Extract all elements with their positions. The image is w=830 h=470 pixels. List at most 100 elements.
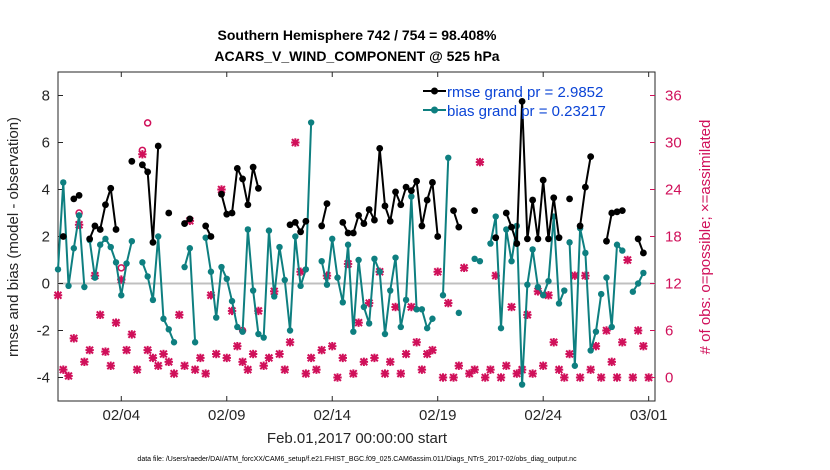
obs-assimilated-marker bbox=[249, 350, 257, 358]
obs-assimilated-marker bbox=[502, 362, 510, 370]
bias-point bbox=[477, 258, 483, 264]
obs-diag-chart: Southern Hemisphere 742 / 754 = 98.408% … bbox=[0, 0, 830, 470]
obs-assimilated-marker bbox=[212, 350, 220, 358]
bias-point bbox=[540, 292, 546, 298]
rmse-point bbox=[234, 165, 241, 172]
rmse-point bbox=[550, 194, 557, 201]
bias-point bbox=[424, 325, 430, 331]
obs-assimilated-marker bbox=[455, 362, 463, 370]
bias-point bbox=[92, 274, 98, 280]
rmse-point bbox=[165, 210, 172, 217]
rmse-point bbox=[577, 223, 584, 230]
bias-point bbox=[287, 327, 293, 333]
obs-assimilated-marker bbox=[523, 311, 531, 319]
bias-point bbox=[366, 320, 372, 326]
obs-assimilated-marker bbox=[70, 334, 78, 342]
x-tick-label: 02/24 bbox=[524, 407, 562, 424]
bias-point bbox=[587, 347, 593, 353]
rmse-point bbox=[371, 217, 378, 224]
obs-assimilated-marker bbox=[618, 338, 626, 346]
bias-point bbox=[229, 298, 235, 304]
rmse-point bbox=[382, 203, 389, 210]
rmse-point bbox=[397, 201, 404, 208]
bias-point bbox=[566, 239, 572, 245]
obs-assimilated-marker bbox=[444, 299, 452, 307]
obs-assimilated-marker bbox=[101, 347, 109, 355]
bias-point bbox=[292, 233, 298, 239]
obs-assimilated-marker bbox=[143, 346, 151, 354]
bias-point bbox=[419, 306, 425, 312]
obs-assimilated-marker bbox=[539, 362, 547, 370]
obs-assimilated-marker bbox=[286, 338, 294, 346]
rmse-point bbox=[297, 228, 304, 235]
bias-point bbox=[340, 299, 346, 305]
rmse-point bbox=[376, 145, 383, 152]
obs-assimilated-marker bbox=[281, 365, 289, 373]
rmse-point bbox=[181, 220, 188, 227]
rmse-point bbox=[582, 184, 589, 191]
obs-assimilated-marker bbox=[170, 369, 178, 377]
bias-point bbox=[213, 314, 219, 320]
bias-point bbox=[102, 236, 108, 242]
y-tick-label: -4 bbox=[37, 370, 50, 387]
bias-point bbox=[556, 300, 562, 306]
obs-assimilated-marker bbox=[201, 369, 209, 377]
y-tick-label: 2 bbox=[42, 229, 50, 246]
bias-point bbox=[334, 274, 340, 280]
obs-assimilated-marker bbox=[302, 369, 310, 377]
bias-point bbox=[498, 325, 504, 331]
rmse-point bbox=[113, 226, 120, 233]
obs-assimilated-marker bbox=[586, 365, 594, 373]
rmse-point bbox=[229, 210, 236, 217]
y-axis-label: rmse and bias (model - observation) bbox=[5, 117, 22, 357]
rmse-point bbox=[76, 192, 83, 199]
right-tick-label: 12 bbox=[665, 276, 682, 293]
obs-assimilated-marker bbox=[312, 365, 320, 373]
bias-point bbox=[635, 280, 641, 286]
x-tick-label: 03/01 bbox=[630, 407, 668, 424]
obs-assimilated-marker bbox=[244, 365, 252, 373]
bias-point bbox=[234, 324, 240, 330]
rmse-point bbox=[513, 240, 520, 247]
bias-point bbox=[245, 226, 251, 232]
bias-point bbox=[640, 270, 646, 276]
obs-assimilated-marker bbox=[64, 372, 72, 380]
right-tick-label: 36 bbox=[665, 88, 682, 105]
rmse-point bbox=[535, 235, 542, 242]
legend-rmse-marker bbox=[431, 88, 438, 95]
obs-assimilated-marker bbox=[397, 369, 405, 377]
rmse-point bbox=[387, 218, 394, 225]
y-tick-label: 6 bbox=[42, 135, 50, 152]
bias-point bbox=[224, 276, 230, 282]
rmse-point bbox=[208, 233, 215, 240]
bias-point bbox=[65, 283, 71, 289]
rmse-point bbox=[424, 197, 431, 204]
rmse-point bbox=[324, 200, 331, 207]
obs-assimilated-marker bbox=[418, 365, 426, 373]
obs-assimilated-marker bbox=[576, 373, 584, 381]
obs-assimilated-marker bbox=[317, 346, 325, 354]
obs-assimilated-marker bbox=[613, 373, 621, 381]
obs-assimilated-marker bbox=[470, 365, 478, 373]
obs-assimilated-marker bbox=[486, 365, 494, 373]
bias-point bbox=[508, 258, 514, 264]
rmse-point bbox=[540, 177, 547, 184]
bias-point bbox=[71, 245, 77, 251]
rmse-point bbox=[508, 224, 515, 231]
obs-assimilated-marker bbox=[265, 354, 273, 362]
rmse-point bbox=[366, 206, 373, 213]
obs-assimilated-marker bbox=[381, 369, 389, 377]
right-tick-label: 30 bbox=[665, 135, 682, 152]
y-tick-label: 0 bbox=[42, 276, 50, 293]
obs-assimilated-marker bbox=[412, 338, 420, 346]
bias-point bbox=[166, 326, 172, 332]
rmse-point bbox=[471, 207, 478, 214]
rmse-point bbox=[434, 233, 441, 240]
obs-assimilated-marker bbox=[133, 365, 141, 373]
bias-point bbox=[324, 281, 330, 287]
obs-assimilated-marker bbox=[481, 373, 489, 381]
bias-point bbox=[150, 297, 156, 303]
bias-point bbox=[361, 304, 367, 310]
obs-assimilated-marker bbox=[550, 338, 558, 346]
bias-point bbox=[329, 236, 335, 242]
